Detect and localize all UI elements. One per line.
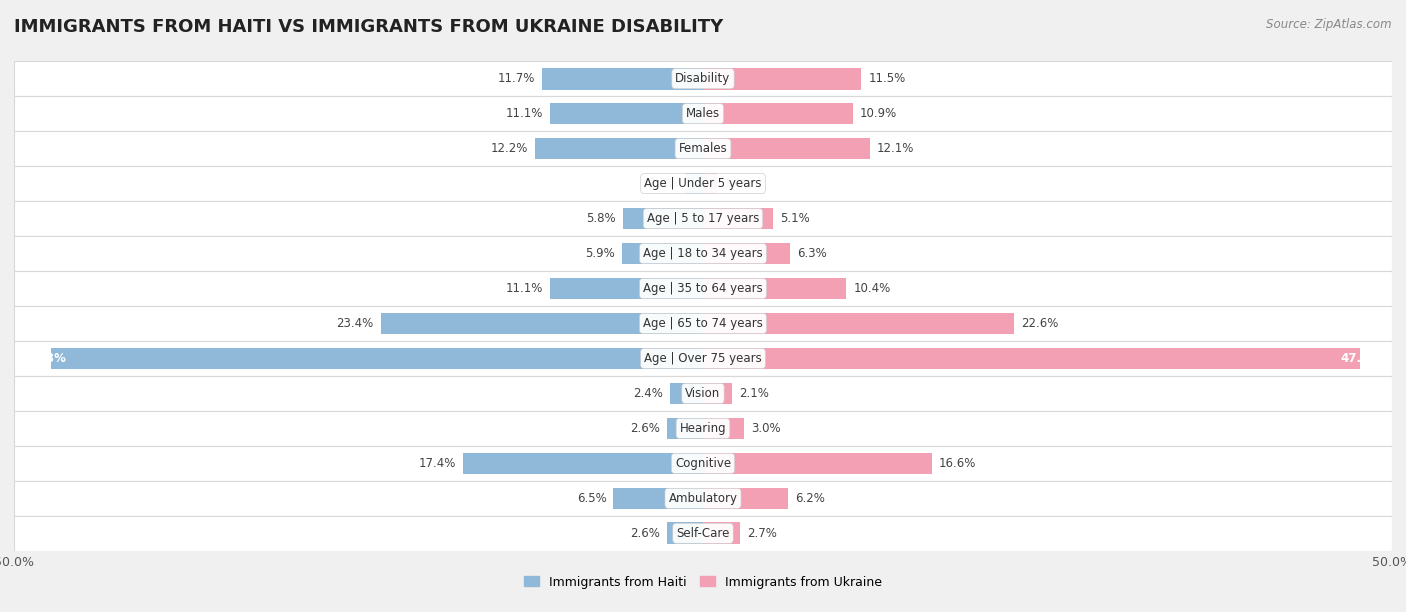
Text: 6.3%: 6.3% [797, 247, 827, 260]
Bar [703, 382, 733, 405]
Bar [14, 96, 1392, 131]
Bar [14, 166, 1392, 201]
Text: 2.1%: 2.1% [738, 387, 769, 400]
Text: Males: Males [686, 107, 720, 120]
Text: 11.5%: 11.5% [869, 72, 905, 85]
Bar [14, 376, 1392, 411]
Text: IMMIGRANTS FROM HAITI VS IMMIGRANTS FROM UKRAINE DISABILITY: IMMIGRANTS FROM HAITI VS IMMIGRANTS FROM… [14, 18, 723, 36]
Bar [550, 103, 703, 124]
Text: 12.1%: 12.1% [876, 142, 914, 155]
Text: 22.6%: 22.6% [1021, 317, 1059, 330]
Text: Self-Care: Self-Care [676, 527, 730, 540]
Text: Hearing: Hearing [679, 422, 727, 435]
Bar [703, 452, 932, 474]
Text: 11.1%: 11.1% [506, 282, 543, 295]
Text: 5.1%: 5.1% [780, 212, 810, 225]
Bar [703, 523, 740, 544]
Text: 11.1%: 11.1% [506, 107, 543, 120]
Text: 47.7%: 47.7% [1340, 352, 1381, 365]
Bar [14, 61, 1392, 96]
Text: 5.9%: 5.9% [585, 247, 614, 260]
Bar [703, 313, 1014, 334]
Text: Source: ZipAtlas.com: Source: ZipAtlas.com [1267, 18, 1392, 31]
Bar [14, 236, 1392, 271]
Text: 5.8%: 5.8% [586, 212, 616, 225]
Bar [550, 278, 703, 299]
Bar [703, 348, 1360, 369]
Text: 6.5%: 6.5% [576, 492, 606, 505]
Bar [668, 417, 703, 439]
Text: Age | 65 to 74 years: Age | 65 to 74 years [643, 317, 763, 330]
Bar [14, 411, 1392, 446]
Text: 16.6%: 16.6% [939, 457, 976, 470]
Bar [703, 173, 717, 195]
Bar [685, 173, 703, 195]
Bar [14, 516, 1392, 551]
Bar [668, 523, 703, 544]
Bar [14, 446, 1392, 481]
Text: Age | 5 to 17 years: Age | 5 to 17 years [647, 212, 759, 225]
Text: Cognitive: Cognitive [675, 457, 731, 470]
Bar [703, 488, 789, 509]
Bar [703, 103, 853, 124]
Text: Age | 18 to 34 years: Age | 18 to 34 years [643, 247, 763, 260]
Bar [703, 243, 790, 264]
Bar [14, 341, 1392, 376]
Bar [381, 313, 703, 334]
Bar [613, 488, 703, 509]
Text: Ambulatory: Ambulatory [668, 492, 738, 505]
Bar [541, 68, 703, 89]
Bar [14, 306, 1392, 341]
Bar [621, 243, 703, 264]
Text: 2.6%: 2.6% [630, 527, 661, 540]
Text: Disability: Disability [675, 72, 731, 85]
Text: 1.3%: 1.3% [648, 177, 678, 190]
Bar [534, 138, 703, 160]
Text: Age | Under 5 years: Age | Under 5 years [644, 177, 762, 190]
Bar [14, 271, 1392, 306]
Bar [14, 201, 1392, 236]
Text: 47.3%: 47.3% [25, 352, 66, 365]
Text: 6.2%: 6.2% [796, 492, 825, 505]
Text: Age | Over 75 years: Age | Over 75 years [644, 352, 762, 365]
Legend: Immigrants from Haiti, Immigrants from Ukraine: Immigrants from Haiti, Immigrants from U… [519, 570, 887, 594]
Bar [703, 138, 870, 160]
Text: 10.9%: 10.9% [860, 107, 897, 120]
Text: Vision: Vision [685, 387, 721, 400]
Text: 23.4%: 23.4% [336, 317, 374, 330]
Text: 17.4%: 17.4% [419, 457, 457, 470]
Text: 2.4%: 2.4% [633, 387, 664, 400]
Text: 12.2%: 12.2% [491, 142, 529, 155]
Bar [51, 348, 703, 369]
Text: 1.0%: 1.0% [724, 177, 754, 190]
Text: Females: Females [679, 142, 727, 155]
Bar [669, 382, 703, 405]
Text: Age | 35 to 64 years: Age | 35 to 64 years [643, 282, 763, 295]
Bar [703, 278, 846, 299]
Bar [703, 68, 862, 89]
Bar [14, 131, 1392, 166]
Bar [703, 417, 744, 439]
Bar [14, 481, 1392, 516]
Text: 2.6%: 2.6% [630, 422, 661, 435]
Text: 11.7%: 11.7% [498, 72, 534, 85]
Bar [463, 452, 703, 474]
Bar [703, 207, 773, 230]
Bar [623, 207, 703, 230]
Text: 10.4%: 10.4% [853, 282, 890, 295]
Text: 3.0%: 3.0% [751, 422, 780, 435]
Text: 2.7%: 2.7% [747, 527, 778, 540]
